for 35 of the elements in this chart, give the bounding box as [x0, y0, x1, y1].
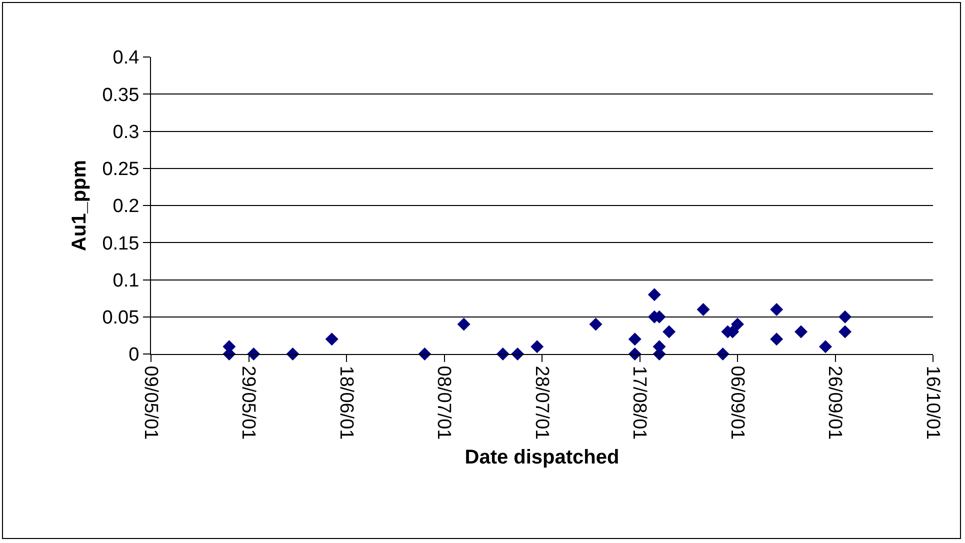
point — [794, 325, 808, 338]
y-tick-label: 0.05 — [102, 308, 140, 329]
point — [838, 325, 852, 338]
y-tick-label: 0.2 — [112, 196, 140, 218]
y-tick-label: 0.4 — [112, 48, 140, 69]
point — [770, 302, 784, 316]
y-tick-label: 0.1 — [112, 270, 140, 292]
point — [838, 310, 852, 324]
point — [457, 318, 470, 331]
point — [818, 340, 832, 354]
y-axis-title: Au1_ppm — [68, 160, 91, 252]
x-tick-label: 08/07/01 — [433, 366, 454, 440]
point — [325, 332, 338, 346]
x-tick-label: 17/08/01 — [628, 366, 650, 440]
y-tick-label: 0.15 — [102, 233, 140, 254]
y-tick-label: 0.25 — [102, 159, 140, 180]
point — [696, 302, 710, 316]
y-tick-label: 0.35 — [102, 84, 140, 106]
x-axis-title: Date dispatched — [464, 446, 620, 468]
x-tick-label: 16/10/01 — [922, 366, 943, 440]
x-tick-label: 09/05/01 — [140, 366, 161, 440]
x-tick-label: 18/06/01 — [335, 366, 356, 440]
x-tick-label: 28/07/01 — [530, 366, 552, 440]
point — [731, 318, 744, 331]
point — [770, 332, 784, 346]
y-tick-label: 0.3 — [112, 122, 140, 143]
point — [648, 288, 661, 302]
point — [628, 332, 642, 346]
point — [589, 318, 602, 331]
x-tick-label: 06/09/01 — [726, 366, 748, 440]
x-tick-label: 26/09/01 — [824, 366, 846, 440]
point — [530, 340, 544, 354]
point — [662, 325, 676, 338]
x-tick-label: 29/05/01 — [238, 366, 259, 440]
y-tick-label: 0 — [128, 344, 140, 366]
